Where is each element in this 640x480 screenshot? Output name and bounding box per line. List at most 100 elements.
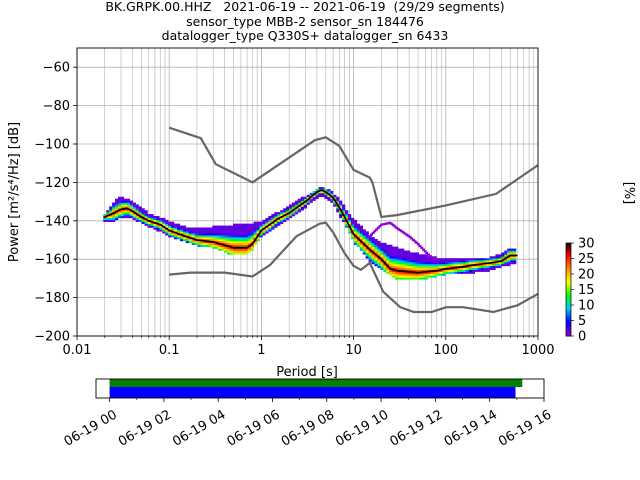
psd-cell [162, 219, 166, 222]
psd-cell [238, 235, 243, 238]
psd-cell [138, 217, 142, 221]
psd-cell [365, 250, 369, 253]
psd-cell [380, 262, 384, 265]
psd-cell [339, 206, 343, 209]
psd-cell [380, 248, 384, 251]
psd-cell [227, 235, 231, 238]
psd-cell [392, 250, 396, 253]
psd-cell [271, 217, 275, 221]
psd-cell [250, 233, 254, 236]
psd-cell [265, 221, 269, 224]
psd-cell [227, 248, 231, 251]
psd-cell [412, 273, 417, 276]
psd-cell [106, 210, 110, 213]
colorbar-tick-label: 25 [578, 252, 595, 267]
psd-cell [424, 263, 428, 267]
colorbar-swatch [566, 312, 571, 316]
psd-cell [144, 212, 148, 215]
psd-cell [427, 265, 431, 269]
psd-cell [380, 250, 384, 253]
psd-cell [165, 223, 169, 226]
psd-cell [168, 231, 172, 234]
psd-cell [504, 250, 508, 253]
psd-cell [395, 256, 399, 259]
psd-cell [268, 229, 272, 232]
psd-cell [439, 262, 443, 265]
psd-cell [150, 221, 154, 224]
psd-cell [442, 273, 446, 276]
psd-cell [268, 221, 272, 224]
psd-cell [430, 258, 434, 261]
psd-cell [454, 269, 458, 272]
psd-cell [156, 219, 160, 222]
psd-cell [433, 275, 437, 278]
psd-cell [462, 271, 467, 274]
psd-cell [244, 252, 248, 255]
y-tick-label: −200 [34, 330, 70, 345]
psd-cell [415, 254, 419, 257]
psd-cell [427, 267, 431, 270]
psd-cell [404, 250, 408, 253]
x-tick-label: 1 [257, 343, 265, 358]
y-tick-label: −160 [34, 253, 70, 268]
psd-cell [498, 265, 502, 269]
colorbar-swatch [566, 331, 571, 335]
psd-cell [123, 202, 128, 205]
psd-cell [474, 267, 478, 270]
psd-cell [218, 225, 222, 228]
psd-cell [327, 194, 331, 198]
psd-cell [259, 231, 263, 234]
psd-cell [377, 265, 381, 269]
psd-cell [235, 250, 240, 253]
psd-cell [232, 227, 237, 230]
psd-cell [200, 229, 204, 232]
psd-cell [321, 187, 325, 190]
psd-cell [268, 217, 272, 221]
psd-cell [468, 267, 473, 270]
psd-cell [165, 221, 169, 224]
psd-cell [274, 223, 278, 226]
psd-cell [126, 200, 131, 203]
psd-cell [235, 239, 240, 242]
psd-cell [286, 208, 290, 211]
psd-cell [336, 210, 340, 213]
psd-cell [427, 256, 431, 259]
psd-cell [424, 267, 428, 270]
psd-cell [253, 227, 257, 230]
psd-cell [179, 237, 184, 240]
psd-cell [415, 258, 419, 261]
psd-cell [507, 258, 511, 261]
psd-cell [218, 246, 222, 249]
psd-cell-sparse [385, 222, 389, 225]
psd-cell [427, 275, 431, 278]
psd-cell [359, 242, 363, 246]
psd-cell [162, 227, 166, 230]
psd-cell [232, 250, 237, 253]
psd-cell [117, 204, 122, 207]
psd-cell [250, 248, 254, 251]
psd-cell [203, 239, 207, 242]
psd-cell [174, 233, 178, 236]
psd-cell [120, 206, 125, 209]
psd-cell [203, 244, 207, 247]
psd-cell [324, 194, 328, 198]
psd-cell [209, 233, 213, 236]
psd-cell [347, 215, 352, 219]
colorbar-swatch [566, 277, 571, 281]
psd-cell [415, 265, 419, 269]
psd-cell [436, 273, 440, 276]
psd-cell [241, 244, 246, 247]
psd-cell [395, 263, 399, 267]
psd-cell [120, 196, 125, 199]
psd-cell [300, 206, 305, 209]
psd-cell [297, 206, 302, 209]
psd-cell [115, 217, 119, 221]
psd-cell [386, 248, 390, 251]
psd-cell [377, 250, 381, 253]
psd-cell [430, 262, 434, 265]
psd-cell [129, 212, 133, 215]
psd-cell [132, 217, 136, 221]
psd-cell [424, 258, 428, 261]
psd-cell [389, 265, 393, 269]
